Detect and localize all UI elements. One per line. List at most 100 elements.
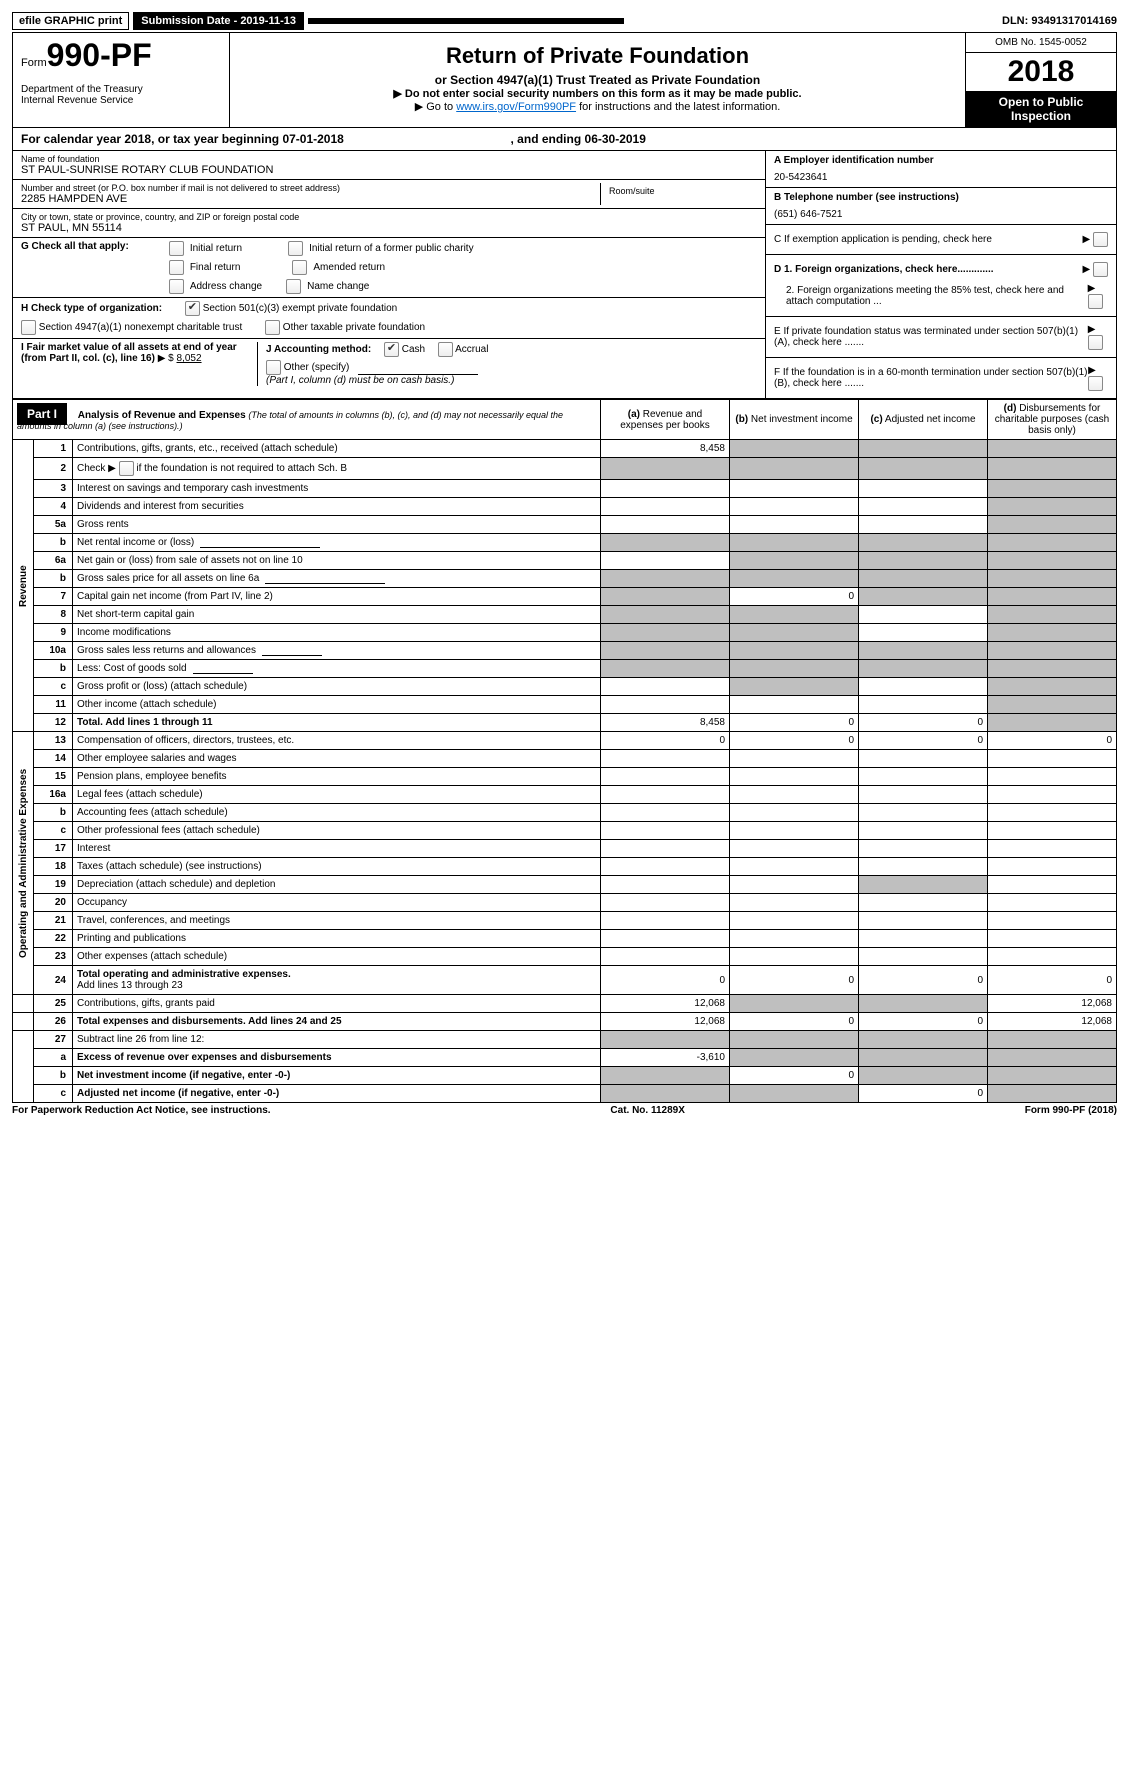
phone-label: B Telephone number (see instructions)	[774, 192, 959, 203]
d1-checkbox[interactable]	[1093, 262, 1108, 277]
initial-return-checkbox[interactable]	[169, 241, 184, 256]
r16c-d: Other professional fees (attach schedule…	[73, 822, 601, 840]
r25-dd: 12,068	[988, 995, 1117, 1013]
h-label: H Check type of organization:	[21, 303, 162, 314]
submission-date: Submission Date - 2019-11-13	[133, 12, 304, 30]
r23-d: Other expenses (attach schedule)	[73, 948, 601, 966]
r6b-n: b	[34, 570, 73, 588]
r18-n: 18	[34, 858, 73, 876]
r19-n: 19	[34, 876, 73, 894]
phone-value: (651) 646-7521	[774, 209, 1108, 220]
note2-pre: ▶ Go to	[415, 101, 456, 113]
r24-b: 0	[730, 966, 859, 995]
cell-name: Name of foundation ST PAUL-SUNRISE ROTAR…	[13, 151, 765, 180]
r7-n: 7	[34, 588, 73, 606]
r13-b: 0	[730, 732, 859, 750]
r7-b: 0	[730, 588, 859, 606]
r22-d: Printing and publications	[73, 930, 601, 948]
r24-n: 24	[34, 966, 73, 995]
r1-d: Contributions, gifts, grants, etc., rece…	[73, 440, 601, 458]
r20-n: 20	[34, 894, 73, 912]
calyear-b: , and ending 06-30-2019	[511, 132, 646, 146]
name-label: Name of foundation	[21, 154, 757, 164]
h-o2: Section 4947(a)(1) nonexempt charitable …	[39, 322, 242, 333]
cell-phone: B Telephone number (see instructions) (6…	[766, 188, 1116, 225]
r24-c: 0	[859, 966, 988, 995]
header-right: OMB No. 1545-0052 2018 Open to Public In…	[965, 33, 1116, 127]
r27-n: 27	[34, 1031, 73, 1049]
r16b-d: Accounting fees (attach schedule)	[73, 804, 601, 822]
r6a-d: Net gain or (loss) from sale of assets n…	[73, 552, 601, 570]
d2-checkbox[interactable]	[1088, 294, 1103, 309]
f-checkbox[interactable]	[1088, 376, 1103, 391]
r27a-a: -3,610	[601, 1049, 730, 1067]
dept-irs: Internal Revenue Service	[21, 95, 221, 106]
r20-d: Occupancy	[73, 894, 601, 912]
r17-n: 17	[34, 840, 73, 858]
h-o1: Section 501(c)(3) exempt private foundat…	[203, 303, 398, 314]
col-b: Net investment income	[751, 414, 853, 425]
r8-n: 8	[34, 606, 73, 624]
r10b-d: Less: Cost of goods sold	[73, 660, 601, 678]
fmv-value: 8,052	[177, 353, 202, 364]
note2-post: for instructions and the latest informat…	[576, 101, 780, 113]
other-method-checkbox[interactable]	[266, 360, 281, 375]
r5b-n: b	[34, 534, 73, 552]
final-return-checkbox[interactable]	[169, 260, 184, 275]
other-taxable-checkbox[interactable]	[265, 320, 280, 335]
form-number: 990-PF	[47, 37, 152, 73]
cell-e: E If private foundation status was termi…	[766, 317, 1116, 358]
r13-c: 0	[859, 732, 988, 750]
r12-n: 12	[34, 714, 73, 732]
r13-d2: 0	[988, 732, 1117, 750]
footer-right: Form 990-PF (2018)	[1025, 1105, 1117, 1116]
footer-left: For Paperwork Reduction Act Notice, see …	[12, 1105, 271, 1116]
room-label: Room/suite	[609, 186, 749, 196]
top-bar: efile GRAPHIC print Submission Date - 20…	[12, 12, 1117, 30]
r27b-n: b	[34, 1067, 73, 1085]
address-change-checkbox[interactable]	[169, 279, 184, 294]
r5b-d: Net rental income or (loss)	[73, 534, 601, 552]
r25-d: Contributions, gifts, grants paid	[73, 995, 601, 1013]
r14-n: 14	[34, 750, 73, 768]
header-left: Form990-PF Department of the Treasury In…	[13, 33, 230, 127]
g-o5: Address change	[190, 281, 262, 292]
r27-d: Subtract line 26 from line 12:	[73, 1031, 601, 1049]
g-o2: Initial return of a former public charit…	[309, 243, 474, 254]
amended-return-checkbox[interactable]	[292, 260, 307, 275]
501c3-checkbox[interactable]	[185, 301, 200, 316]
r9-d: Income modifications	[73, 624, 601, 642]
r4-n: 4	[34, 498, 73, 516]
open-public: Open to Public Inspection	[966, 91, 1116, 127]
f-label: F If the foundation is in a 60-month ter…	[774, 367, 1088, 389]
irs-link[interactable]: www.irs.gov/Form990PF	[456, 101, 576, 113]
info-grid: Name of foundation ST PAUL-SUNRISE ROTAR…	[12, 151, 1117, 399]
addr-value: 2285 HAMPDEN AVE	[21, 193, 600, 205]
footer-mid: Cat. No. 11289X	[610, 1105, 684, 1116]
part1-title: Analysis of Revenue and Expenses	[78, 410, 246, 421]
cell-address: Number and street (or P.O. box number if…	[13, 180, 765, 209]
r13-n: 13	[34, 732, 73, 750]
r2-n: 2	[34, 458, 73, 480]
r27a-n: a	[34, 1049, 73, 1067]
r21-n: 21	[34, 912, 73, 930]
r19-d: Depreciation (attach schedule) and deple…	[73, 876, 601, 894]
4947-checkbox[interactable]	[21, 320, 36, 335]
calyear-a: For calendar year 2018, or tax year begi…	[21, 132, 344, 146]
efile-button[interactable]: efile GRAPHIC print	[12, 12, 129, 30]
e-checkbox[interactable]	[1088, 335, 1103, 350]
r12-a: 8,458	[601, 714, 730, 732]
initial-former-checkbox[interactable]	[288, 241, 303, 256]
cash-checkbox[interactable]	[384, 342, 399, 357]
dept-treasury: Department of the Treasury	[21, 84, 221, 95]
accrual-checkbox[interactable]	[438, 342, 453, 357]
c-checkbox[interactable]	[1093, 232, 1108, 247]
tax-year: 2018	[966, 53, 1116, 91]
name-change-checkbox[interactable]	[286, 279, 301, 294]
schb-checkbox[interactable]	[119, 461, 134, 476]
dln: DLN: 93491317014169	[1002, 15, 1117, 27]
r27a-d: Excess of revenue over expenses and disb…	[77, 1052, 332, 1063]
r13-a: 0	[601, 732, 730, 750]
r11-d: Other income (attach schedule)	[73, 696, 601, 714]
r27c-d: Adjusted net income (if negative, enter …	[77, 1088, 279, 1099]
